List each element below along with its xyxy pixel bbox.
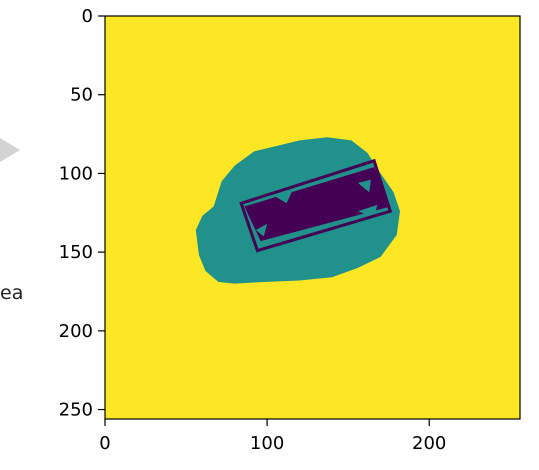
- buffer-notch-3: [255, 223, 268, 237]
- y-tick-label: 0: [82, 6, 93, 27]
- plot-area: [105, 16, 520, 419]
- y-tick-label: 150: [59, 242, 93, 263]
- y-tick-label: 250: [59, 400, 93, 421]
- y-tick-label: 50: [70, 85, 93, 106]
- buffer-notch-2: [357, 204, 378, 218]
- x-tick-label: 200: [412, 433, 446, 454]
- y-tick-label: 200: [59, 321, 93, 342]
- side-arrow-icon: [0, 138, 20, 162]
- side-label: ea: [0, 282, 24, 304]
- x-tick-label: 0: [99, 433, 110, 454]
- buffer-notch-1: [357, 179, 371, 193]
- bounding-box-outline: [239, 158, 393, 253]
- x-tick-label: 100: [250, 433, 284, 454]
- axes: 0 100 200 0 50 100 150 200 250: [59, 6, 521, 454]
- buffer-notch-0: [273, 189, 293, 204]
- axes-frame: [104, 15, 521, 420]
- object-region: [244, 167, 391, 242]
- y-tick-label: 100: [59, 163, 93, 184]
